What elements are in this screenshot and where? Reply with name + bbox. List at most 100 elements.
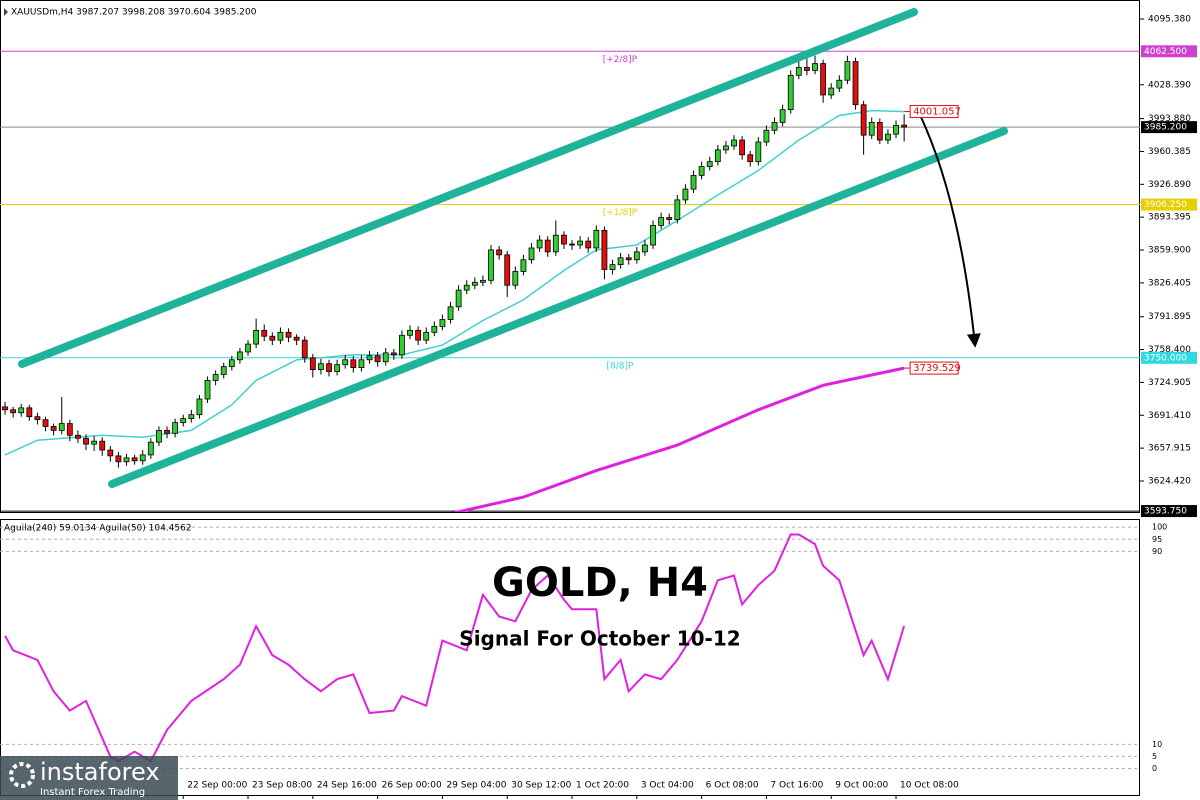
candle-body (674, 199, 681, 220)
y-tick-label: 3993.880 (1148, 114, 1191, 124)
candle-body (83, 437, 89, 445)
candle-body (285, 331, 292, 338)
candle-body (585, 240, 592, 249)
y-tick-label: 3657.915 (1148, 444, 1191, 454)
logo-name: instaforex (40, 758, 160, 786)
candle-body (237, 351, 243, 361)
candle-body (309, 357, 316, 370)
candle-body (528, 247, 535, 261)
candle-body (755, 141, 762, 163)
candle-body (633, 251, 640, 261)
candle-body (480, 279, 486, 283)
candle-body (787, 74, 794, 111)
candle-body (577, 240, 584, 246)
y-tick-label: 3624.420 (1148, 476, 1191, 486)
y-tick-label: 3926.890 (1148, 180, 1191, 190)
x-tick-label: 6 Oct 08:00 (706, 781, 759, 791)
overlay-title: GOLD, H4 (492, 560, 708, 606)
ma-end-box (909, 361, 959, 375)
candle-body (374, 355, 381, 363)
candle-body (609, 264, 616, 270)
candle-body (415, 329, 422, 341)
level-label-box (1141, 45, 1197, 58)
candle-body (747, 154, 754, 163)
candle-body (625, 257, 632, 261)
ma-end-box (909, 105, 959, 119)
candle-body (58, 423, 65, 431)
candle-body (269, 335, 276, 341)
chart-header: XAUUSDm,H4 3987.207 3998.208 3970.604 39… (11, 8, 257, 18)
candle-body (66, 423, 73, 436)
candle-body (868, 122, 875, 136)
candle-body (885, 133, 891, 141)
candle-body (115, 455, 122, 463)
candle-body (642, 244, 648, 253)
candle-body (220, 366, 227, 375)
candle-body (318, 363, 324, 370)
symbol-icon (4, 8, 8, 16)
x-tick-label: 26 Sep 00:00 (382, 781, 442, 791)
level-label-box (1141, 351, 1197, 364)
candle-body (812, 63, 818, 71)
candle-body (164, 429, 170, 434)
candle-body (682, 188, 689, 201)
ma-end-label: 4001.057 (913, 107, 961, 118)
candle-body (188, 414, 195, 420)
ma-end-label: 3739.529 (913, 363, 961, 374)
level-label: 4062.500 (1144, 47, 1187, 57)
candle-body (147, 441, 154, 456)
logo: instaforex Instant Forex Trading (0, 756, 178, 800)
candle-body (277, 331, 284, 341)
candle-body (447, 306, 454, 320)
logo-tagline: Instant Forex Trading (40, 787, 145, 798)
y-tick-label: 95 (1152, 535, 1162, 544)
drawings (18, 8, 1008, 488)
candle-body (698, 166, 705, 176)
candle-body (326, 363, 332, 372)
candle-body (804, 67, 810, 71)
level-label: 3750.000 (1144, 353, 1187, 363)
main-pane: [+2/8]P[+1/8]P[8/8]P[7/8]P (0, 50, 1140, 512)
candle-body (261, 329, 268, 337)
indicator-pane-border (0, 519, 1140, 796)
candle-body (399, 334, 405, 356)
main-pane-border (0, 0, 1140, 513)
candle-body (212, 374, 219, 381)
indicator-header: Aguila(240) 59.0134 Aguila(50) 104.4562 (4, 524, 192, 534)
candle-body (75, 434, 81, 439)
candle-body (358, 359, 365, 369)
candle-body (893, 124, 899, 135)
level-label-box (1141, 198, 1197, 211)
candle-body (42, 419, 49, 427)
candle-body (390, 352, 397, 356)
candle-body (253, 329, 260, 345)
candle-body (245, 343, 251, 353)
y-tick-label: 4028.390 (1148, 80, 1191, 90)
candle-body (844, 61, 851, 81)
candle-body (836, 79, 843, 89)
candle-body (666, 217, 673, 220)
candle-body (366, 355, 373, 361)
candle-body (779, 109, 786, 123)
candle-body (139, 454, 146, 462)
candle-body (731, 139, 737, 147)
candle-body (196, 398, 203, 416)
y-tick-label: 3724.905 (1148, 378, 1191, 388)
x-tick-label: 3 Oct 04:00 (641, 781, 694, 791)
candle-body (131, 457, 138, 462)
candle-body (601, 229, 608, 270)
candle-body (18, 407, 25, 414)
candle-body (706, 161, 713, 167)
candle-body (204, 379, 211, 400)
candle-body (471, 281, 478, 286)
x-tick-label: 24 Sep 16:00 (317, 781, 377, 791)
candle-body (350, 359, 357, 369)
candle-body (293, 336, 300, 341)
candle-body (455, 289, 462, 308)
x-tick-label: 9 Oct 00:00 (835, 781, 888, 791)
candle-body (901, 124, 908, 128)
candle-body (561, 234, 567, 245)
y-tick-label: 90 (1152, 547, 1162, 556)
